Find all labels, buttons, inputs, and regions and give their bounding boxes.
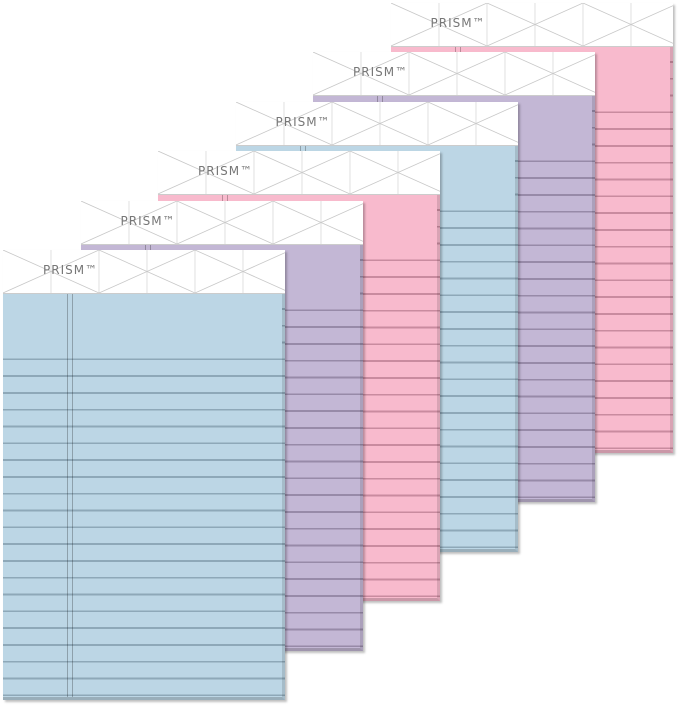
triangle-pattern xyxy=(158,151,440,194)
brand-logo: PRISM™ xyxy=(120,213,176,228)
pad-header: PRISM™ xyxy=(390,2,673,47)
pad-header: PRISM™ xyxy=(3,250,285,294)
brand-logo: PRISM™ xyxy=(43,263,99,277)
triangle-pattern xyxy=(390,2,673,46)
brand-logo: PRISM™ xyxy=(430,15,486,30)
brand-logo: PRISM™ xyxy=(275,114,331,129)
triangle-pattern xyxy=(80,200,363,244)
pad-header: PRISM™ xyxy=(158,151,440,195)
margin-line xyxy=(67,293,73,697)
triangle-pattern xyxy=(313,52,595,95)
notepad-blue: PRISM™ xyxy=(3,250,285,700)
pad-header: PRISM™ xyxy=(235,101,518,146)
triangle-pattern xyxy=(235,101,518,145)
triangle-pattern xyxy=(3,250,285,293)
ruled-paper xyxy=(3,293,285,700)
pad-header: PRISM™ xyxy=(80,200,363,245)
brand-logo: PRISM™ xyxy=(353,65,409,79)
brand-logo: PRISM™ xyxy=(198,164,254,178)
pad-header: PRISM™ xyxy=(313,52,595,96)
